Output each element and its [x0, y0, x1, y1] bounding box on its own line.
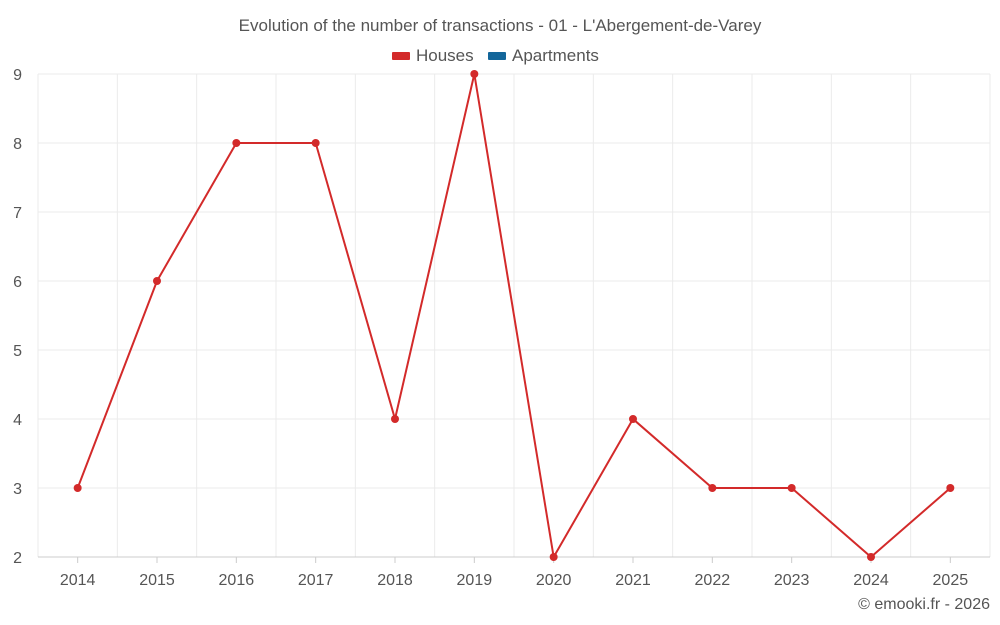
- x-tick-label: 2017: [298, 572, 334, 589]
- series-houses: [73, 70, 955, 561]
- data-point-houses[interactable]: [708, 484, 717, 492]
- x-tick-label: 2022: [695, 572, 731, 589]
- legend-label-apartments[interactable]: Apartments: [512, 46, 599, 65]
- data-point-houses[interactable]: [153, 277, 161, 285]
- y-tick-label: 9: [13, 67, 22, 84]
- y-tick-label: 4: [13, 412, 22, 429]
- x-tick-label: 2020: [536, 572, 572, 589]
- x-tick-label: 2024: [853, 572, 889, 589]
- data-point-houses[interactable]: [391, 415, 399, 423]
- chart-title: Evolution of the number of transactions …: [239, 16, 762, 35]
- y-tick-label: 6: [13, 274, 22, 291]
- y-tick-label: 5: [13, 343, 22, 360]
- legend-swatch-houses[interactable]: [392, 52, 410, 60]
- axes: 2 3 4 5 6 7 8 9 2014 2015 2016 2017 2018 2019 2020 2021…: [13, 67, 990, 589]
- legend-label-houses[interactable]: Houses: [416, 46, 474, 65]
- data-point-houses[interactable]: [470, 70, 479, 78]
- data-point-houses[interactable]: [629, 415, 637, 423]
- data-point-houses[interactable]: [787, 484, 796, 492]
- x-tick-label: 2018: [377, 572, 413, 589]
- y-tick-label: 3: [13, 481, 22, 498]
- y-tick-label: 7: [13, 205, 22, 222]
- y-tick-label: 8: [13, 136, 22, 153]
- data-point-houses[interactable]: [867, 553, 875, 561]
- y-tick-label: 2: [13, 550, 22, 567]
- x-tick-label: 2021: [615, 572, 651, 589]
- data-point-houses[interactable]: [73, 484, 82, 492]
- data-point-houses[interactable]: [232, 139, 241, 147]
- data-point-houses[interactable]: [549, 553, 558, 561]
- x-tick-label: 2015: [139, 572, 175, 589]
- series-line-houses: [76, 73, 951, 558]
- data-point-houses[interactable]: [311, 139, 320, 147]
- x-tick-label: 2023: [774, 572, 810, 589]
- x-tick-label: 2016: [219, 572, 255, 589]
- x-tick-label: 2019: [457, 572, 493, 589]
- data-point-houses[interactable]: [946, 484, 955, 492]
- credit-text: © emooki.fr - 2026: [858, 596, 990, 613]
- x-tick-label: 2014: [60, 572, 96, 589]
- x-tick-label: 2025: [933, 572, 969, 589]
- legend: Houses Apartments: [392, 46, 599, 65]
- legend-swatch-apartments[interactable]: [488, 52, 506, 60]
